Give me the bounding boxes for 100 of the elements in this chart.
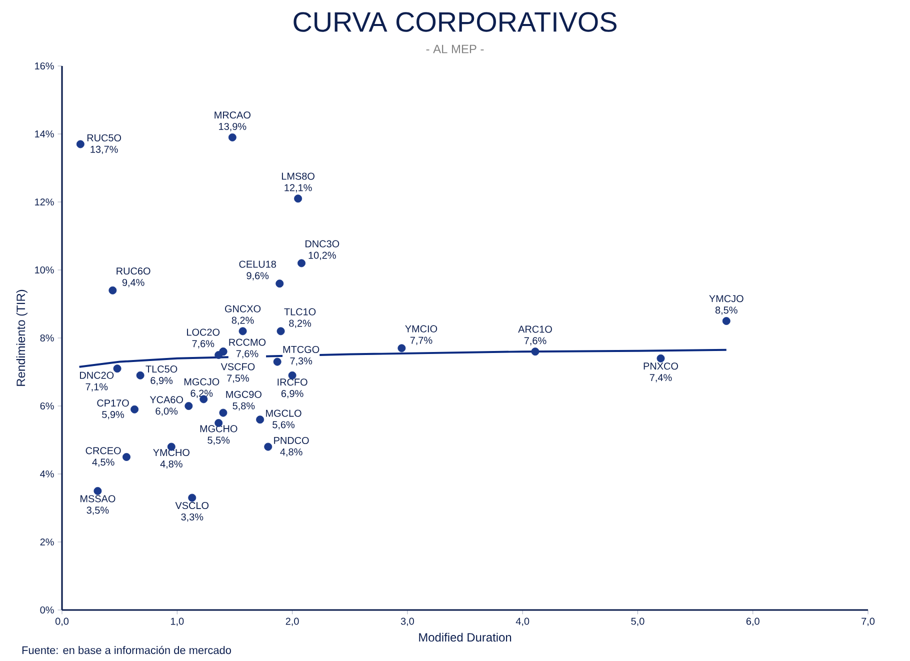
data-label: 5,8% bbox=[232, 402, 255, 411]
point bbox=[219, 408, 228, 417]
data-label: 7,7% bbox=[410, 336, 432, 345]
data-label: 3,3% bbox=[181, 513, 204, 522]
series-label: MGCHO bbox=[200, 425, 238, 432]
series-label: RUC6O bbox=[116, 268, 150, 275]
data-label: 8,2% bbox=[232, 316, 254, 325]
data-label: 5,5% bbox=[208, 436, 230, 445]
data-label: 7,4% bbox=[650, 374, 672, 382]
series-label: PNXCO bbox=[644, 362, 678, 370]
y-tick-label: 12% bbox=[35, 198, 54, 206]
data-label: 6,9% bbox=[281, 390, 304, 398]
point bbox=[276, 327, 285, 336]
chart-subtitle: - AL MEP - bbox=[426, 44, 484, 54]
point bbox=[273, 358, 282, 366]
x-tick-label: 7,0 bbox=[862, 618, 875, 626]
series-label: MGCJO bbox=[184, 378, 220, 386]
point bbox=[398, 344, 406, 352]
point bbox=[238, 327, 247, 336]
data-label: 7,6% bbox=[192, 340, 214, 348]
data-label: 7,6% bbox=[524, 337, 546, 346]
source-note: Fuente: en base a información de mercado bbox=[22, 646, 231, 654]
data-label: 4,5% bbox=[92, 458, 114, 467]
data-label: 10,2% bbox=[308, 252, 336, 260]
point bbox=[531, 348, 540, 356]
data-label: 7,5% bbox=[227, 374, 249, 383]
y-axis-title: Rendimiento (TIR) bbox=[16, 290, 28, 386]
series-label: YMCJO bbox=[709, 295, 744, 302]
point bbox=[256, 416, 264, 424]
series-label: VSCLO bbox=[175, 502, 209, 510]
series-label: YMCIO bbox=[405, 325, 438, 332]
data-label: 8,2% bbox=[289, 320, 312, 328]
data-label: 7,6% bbox=[236, 350, 258, 358]
point bbox=[94, 487, 102, 495]
y-tick-label: 16% bbox=[35, 62, 54, 70]
y-tick-label: 8% bbox=[40, 334, 54, 342]
series-label: CELU18 bbox=[239, 260, 276, 268]
y-tick-label: 10% bbox=[35, 266, 54, 274]
series-label: MGC9O bbox=[226, 390, 262, 398]
series-label: YMCHO bbox=[153, 448, 190, 456]
series-label: PNDCO bbox=[274, 436, 309, 444]
series-label: DNC2O bbox=[80, 372, 114, 379]
x-tick-label: 3,0 bbox=[400, 618, 414, 626]
point bbox=[298, 259, 306, 268]
series-label: TLC5O bbox=[146, 366, 178, 373]
data-label: 5,6% bbox=[272, 421, 295, 430]
data-label: 6,0% bbox=[156, 408, 178, 416]
point bbox=[264, 442, 272, 451]
point bbox=[130, 405, 139, 414]
y-tick-label: 0% bbox=[40, 606, 54, 614]
x-tick-label: 0,0 bbox=[55, 618, 69, 626]
data-label: 4,8% bbox=[160, 460, 182, 469]
y-tick-label: 6% bbox=[40, 402, 54, 410]
point bbox=[656, 354, 665, 362]
data-label: 8,5% bbox=[715, 306, 738, 315]
point bbox=[228, 133, 236, 142]
data-label: 13,7% bbox=[90, 146, 118, 154]
point bbox=[294, 194, 302, 203]
data-label: 6,9% bbox=[150, 377, 173, 386]
x-tick-label: 5,0 bbox=[631, 618, 644, 626]
series-label: DNC3O bbox=[306, 240, 340, 248]
series-label: MRCAO bbox=[214, 112, 250, 119]
chart-title: CURVA CORPORATIVOS bbox=[294, 12, 616, 32]
series-label: CP17O bbox=[97, 400, 129, 407]
series-label: ARC1O bbox=[518, 326, 552, 333]
series-label: CRCEO bbox=[86, 447, 121, 454]
point bbox=[276, 280, 284, 288]
series-label: LMS8O bbox=[282, 172, 314, 180]
x-tick-label: 6,0 bbox=[746, 618, 760, 626]
point bbox=[722, 317, 730, 325]
series-label: TLC1O bbox=[284, 308, 316, 316]
data-label: 5,9% bbox=[102, 411, 124, 420]
y-tick-label: 2% bbox=[40, 538, 54, 546]
data-label: 7,1% bbox=[86, 383, 108, 392]
data-label: 9,4% bbox=[122, 278, 144, 288]
point bbox=[136, 371, 144, 380]
data-label: 12,1% bbox=[284, 184, 312, 192]
point bbox=[113, 364, 122, 373]
point bbox=[214, 351, 223, 359]
series-label: RCCMO bbox=[229, 338, 266, 346]
point bbox=[188, 494, 196, 502]
point bbox=[122, 453, 130, 461]
point bbox=[108, 286, 117, 294]
data-label: 9,6% bbox=[246, 272, 269, 280]
series-label: MTCGO bbox=[283, 346, 320, 353]
x-tick-label: 2,0 bbox=[286, 618, 299, 626]
data-label: 6,2% bbox=[190, 390, 213, 398]
data-label: 13,9% bbox=[219, 122, 246, 132]
point bbox=[184, 402, 193, 410]
series-label: YCA6O bbox=[150, 396, 183, 404]
point bbox=[76, 140, 84, 148]
data-label: 4,8% bbox=[280, 448, 302, 457]
series-label: IRCFO bbox=[278, 378, 308, 386]
series-label: MSSAO bbox=[80, 495, 116, 502]
y-tick-label: 14% bbox=[35, 130, 54, 138]
series-label: VSCFO bbox=[220, 363, 255, 370]
x-tick-label: 4,0 bbox=[516, 618, 530, 626]
data-label: 3,5% bbox=[86, 506, 109, 515]
series-label: MGCLO bbox=[266, 410, 302, 417]
data-label: 7,3% bbox=[290, 357, 312, 366]
